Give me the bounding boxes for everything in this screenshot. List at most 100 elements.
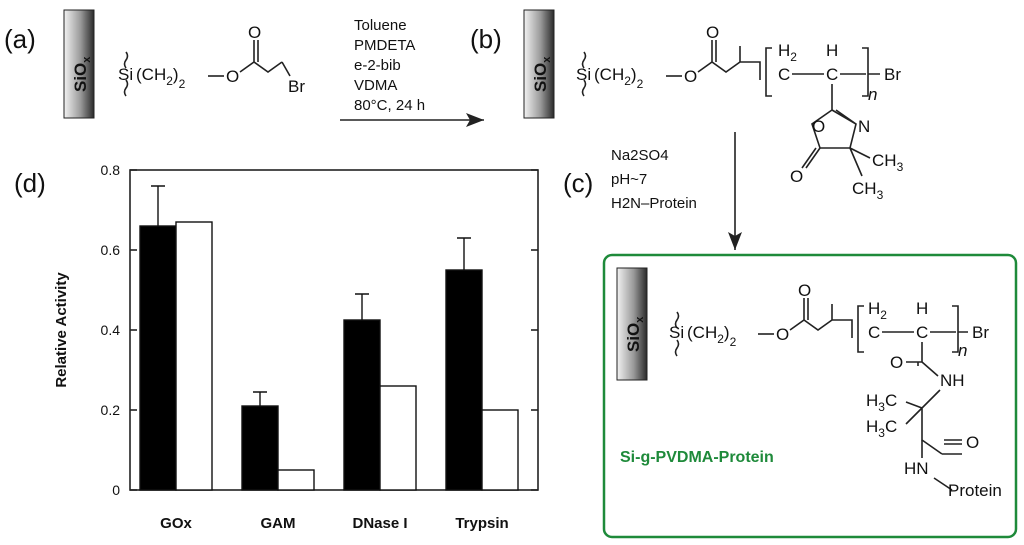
paren-close: ) xyxy=(173,65,179,84)
y-tick-label: 0.8 xyxy=(101,162,121,178)
amide-o: O xyxy=(890,353,903,372)
bar-trypsin-series-1 xyxy=(445,269,483,491)
sub-2b: 2 xyxy=(730,335,737,349)
condition-ph: pH~7 xyxy=(611,171,647,188)
methyl-h3c: H xyxy=(866,417,878,436)
surface-label-sub: x xyxy=(541,56,553,63)
x-axis-categories: GOx GAM DNase I Trypsin xyxy=(160,515,509,532)
error-bar xyxy=(457,237,471,270)
atom-si: Si xyxy=(576,65,591,84)
group-ch2: (CH xyxy=(687,323,717,342)
y-tick-label: 0 xyxy=(112,482,120,498)
atom-si: Si xyxy=(118,65,133,84)
surface-b: SiOx xyxy=(523,9,555,119)
protein-label: Protein xyxy=(948,481,1002,500)
product-box xyxy=(602,253,1018,539)
atom-o-carbonyl: O xyxy=(706,23,719,42)
protein-conjugate-c: Si (CH2)2 O O C H2 C H n Br O NH H3C H3C… xyxy=(669,281,1002,500)
paren-close: ) xyxy=(631,65,637,84)
svg-text:(CH2)2: (CH2)2 xyxy=(136,65,186,91)
ring-atom-n: N xyxy=(858,117,870,136)
atom-br: Br xyxy=(884,65,901,84)
atom-o: O xyxy=(226,67,239,86)
surface-label-sub: x xyxy=(81,56,93,63)
svg-text:H3C: H3C xyxy=(866,417,897,440)
paren-close: ) xyxy=(724,323,730,342)
atom-c: C xyxy=(868,323,880,342)
bar-gox-series-2 xyxy=(175,221,213,491)
bar-trypsin-series-2 xyxy=(481,409,519,491)
svg-text:(CH2)2: (CH2)2 xyxy=(687,323,737,349)
condition-toluene: Toluene xyxy=(354,17,407,34)
atom-h2: H xyxy=(868,299,880,318)
surface-label: SiO xyxy=(531,63,550,92)
y-axis-label: Relative Activity xyxy=(53,272,70,388)
x-category-label: DNase I xyxy=(352,515,407,532)
error-bar xyxy=(151,185,165,226)
atom-c: C xyxy=(916,323,928,342)
product-name: Si-g-PVDMA-Protein xyxy=(620,449,774,466)
panel-label-c: (c) xyxy=(563,168,593,198)
bar-gox-series-1 xyxy=(139,225,177,491)
group-ch2: (CH xyxy=(136,65,166,84)
svg-text:SiOx: SiOx xyxy=(71,56,93,92)
atom-o-carbonyl: O xyxy=(248,23,261,42)
atom-br: Br xyxy=(972,323,989,342)
repeat-n: n xyxy=(868,85,877,104)
amide-nh: NH xyxy=(940,371,965,390)
svg-text:SiOx: SiOx xyxy=(531,56,553,92)
surface-label: SiO xyxy=(71,63,90,92)
error-bar xyxy=(355,293,369,320)
x-category-label: GOx xyxy=(160,515,192,532)
svg-text:CH3: CH3 xyxy=(852,179,884,202)
silicon-substrate xyxy=(616,267,648,381)
bar-dnase-i-series-1 xyxy=(343,319,381,491)
initiator-molecule-a: Si (CH2)2 O O Br xyxy=(118,23,305,97)
x-category-label: Trypsin xyxy=(455,515,508,532)
y-tick-label: 0.4 xyxy=(101,322,121,338)
svg-text:H2: H2 xyxy=(868,299,887,322)
amide-o: O xyxy=(966,433,979,452)
error-bar xyxy=(253,391,267,406)
svg-text:CH3: CH3 xyxy=(872,151,904,174)
wavy-bond xyxy=(123,51,129,97)
relative-activity-chart: 0 0.2 0.4 0.6 0.8 GOx GAM DNase I Trypsin Relat… xyxy=(53,162,539,532)
panel-label-a: (a) xyxy=(4,24,36,54)
sub-2: 2 xyxy=(166,74,173,88)
methyl: CH xyxy=(872,151,897,170)
atom-h2: H xyxy=(778,41,790,60)
reaction-conditions-1: Toluene PMDETA e-2-bib VDMA 80°C, 24 h xyxy=(354,17,425,114)
exo-atom-o: O xyxy=(790,167,803,186)
panel-label-b: (b) xyxy=(470,24,502,54)
svg-text:SiOx: SiOx xyxy=(624,316,646,352)
silicon-substrate xyxy=(63,9,95,119)
x-category-label: GAM xyxy=(261,515,296,532)
sub-2b: 2 xyxy=(179,77,186,91)
y-tick-label: 0.2 xyxy=(101,402,121,418)
atom-c: C xyxy=(778,65,790,84)
methyl-h3c: H xyxy=(866,391,878,410)
svg-text:(CH2)2: (CH2)2 xyxy=(594,65,644,91)
methyl: CH xyxy=(852,179,877,198)
amide-hn: HN xyxy=(904,459,929,478)
panel-label-d: (d) xyxy=(14,168,46,198)
sub-2: 2 xyxy=(717,332,724,346)
group-ch2: (CH xyxy=(594,65,624,84)
sub-2b: 2 xyxy=(637,77,644,91)
ring-atom-o: O xyxy=(812,117,825,136)
condition-pmdeta: PMDETA xyxy=(354,37,415,54)
atom-h: H xyxy=(916,299,928,318)
atom-br: Br xyxy=(288,77,305,96)
surface-a: SiOx xyxy=(63,9,95,119)
atom-c: C xyxy=(826,65,838,84)
surface-label-sub: x xyxy=(634,316,646,323)
atom-si: Si xyxy=(669,323,684,342)
bar-gam-series-2 xyxy=(277,469,315,491)
atom-o-carbonyl: O xyxy=(798,281,811,300)
surface-c: SiOx xyxy=(616,267,648,381)
svg-text:H3C: H3C xyxy=(866,391,897,414)
repeat-n: n xyxy=(958,341,967,360)
reaction-arrow-2 xyxy=(728,132,742,250)
bar-gam-series-1 xyxy=(241,405,279,491)
